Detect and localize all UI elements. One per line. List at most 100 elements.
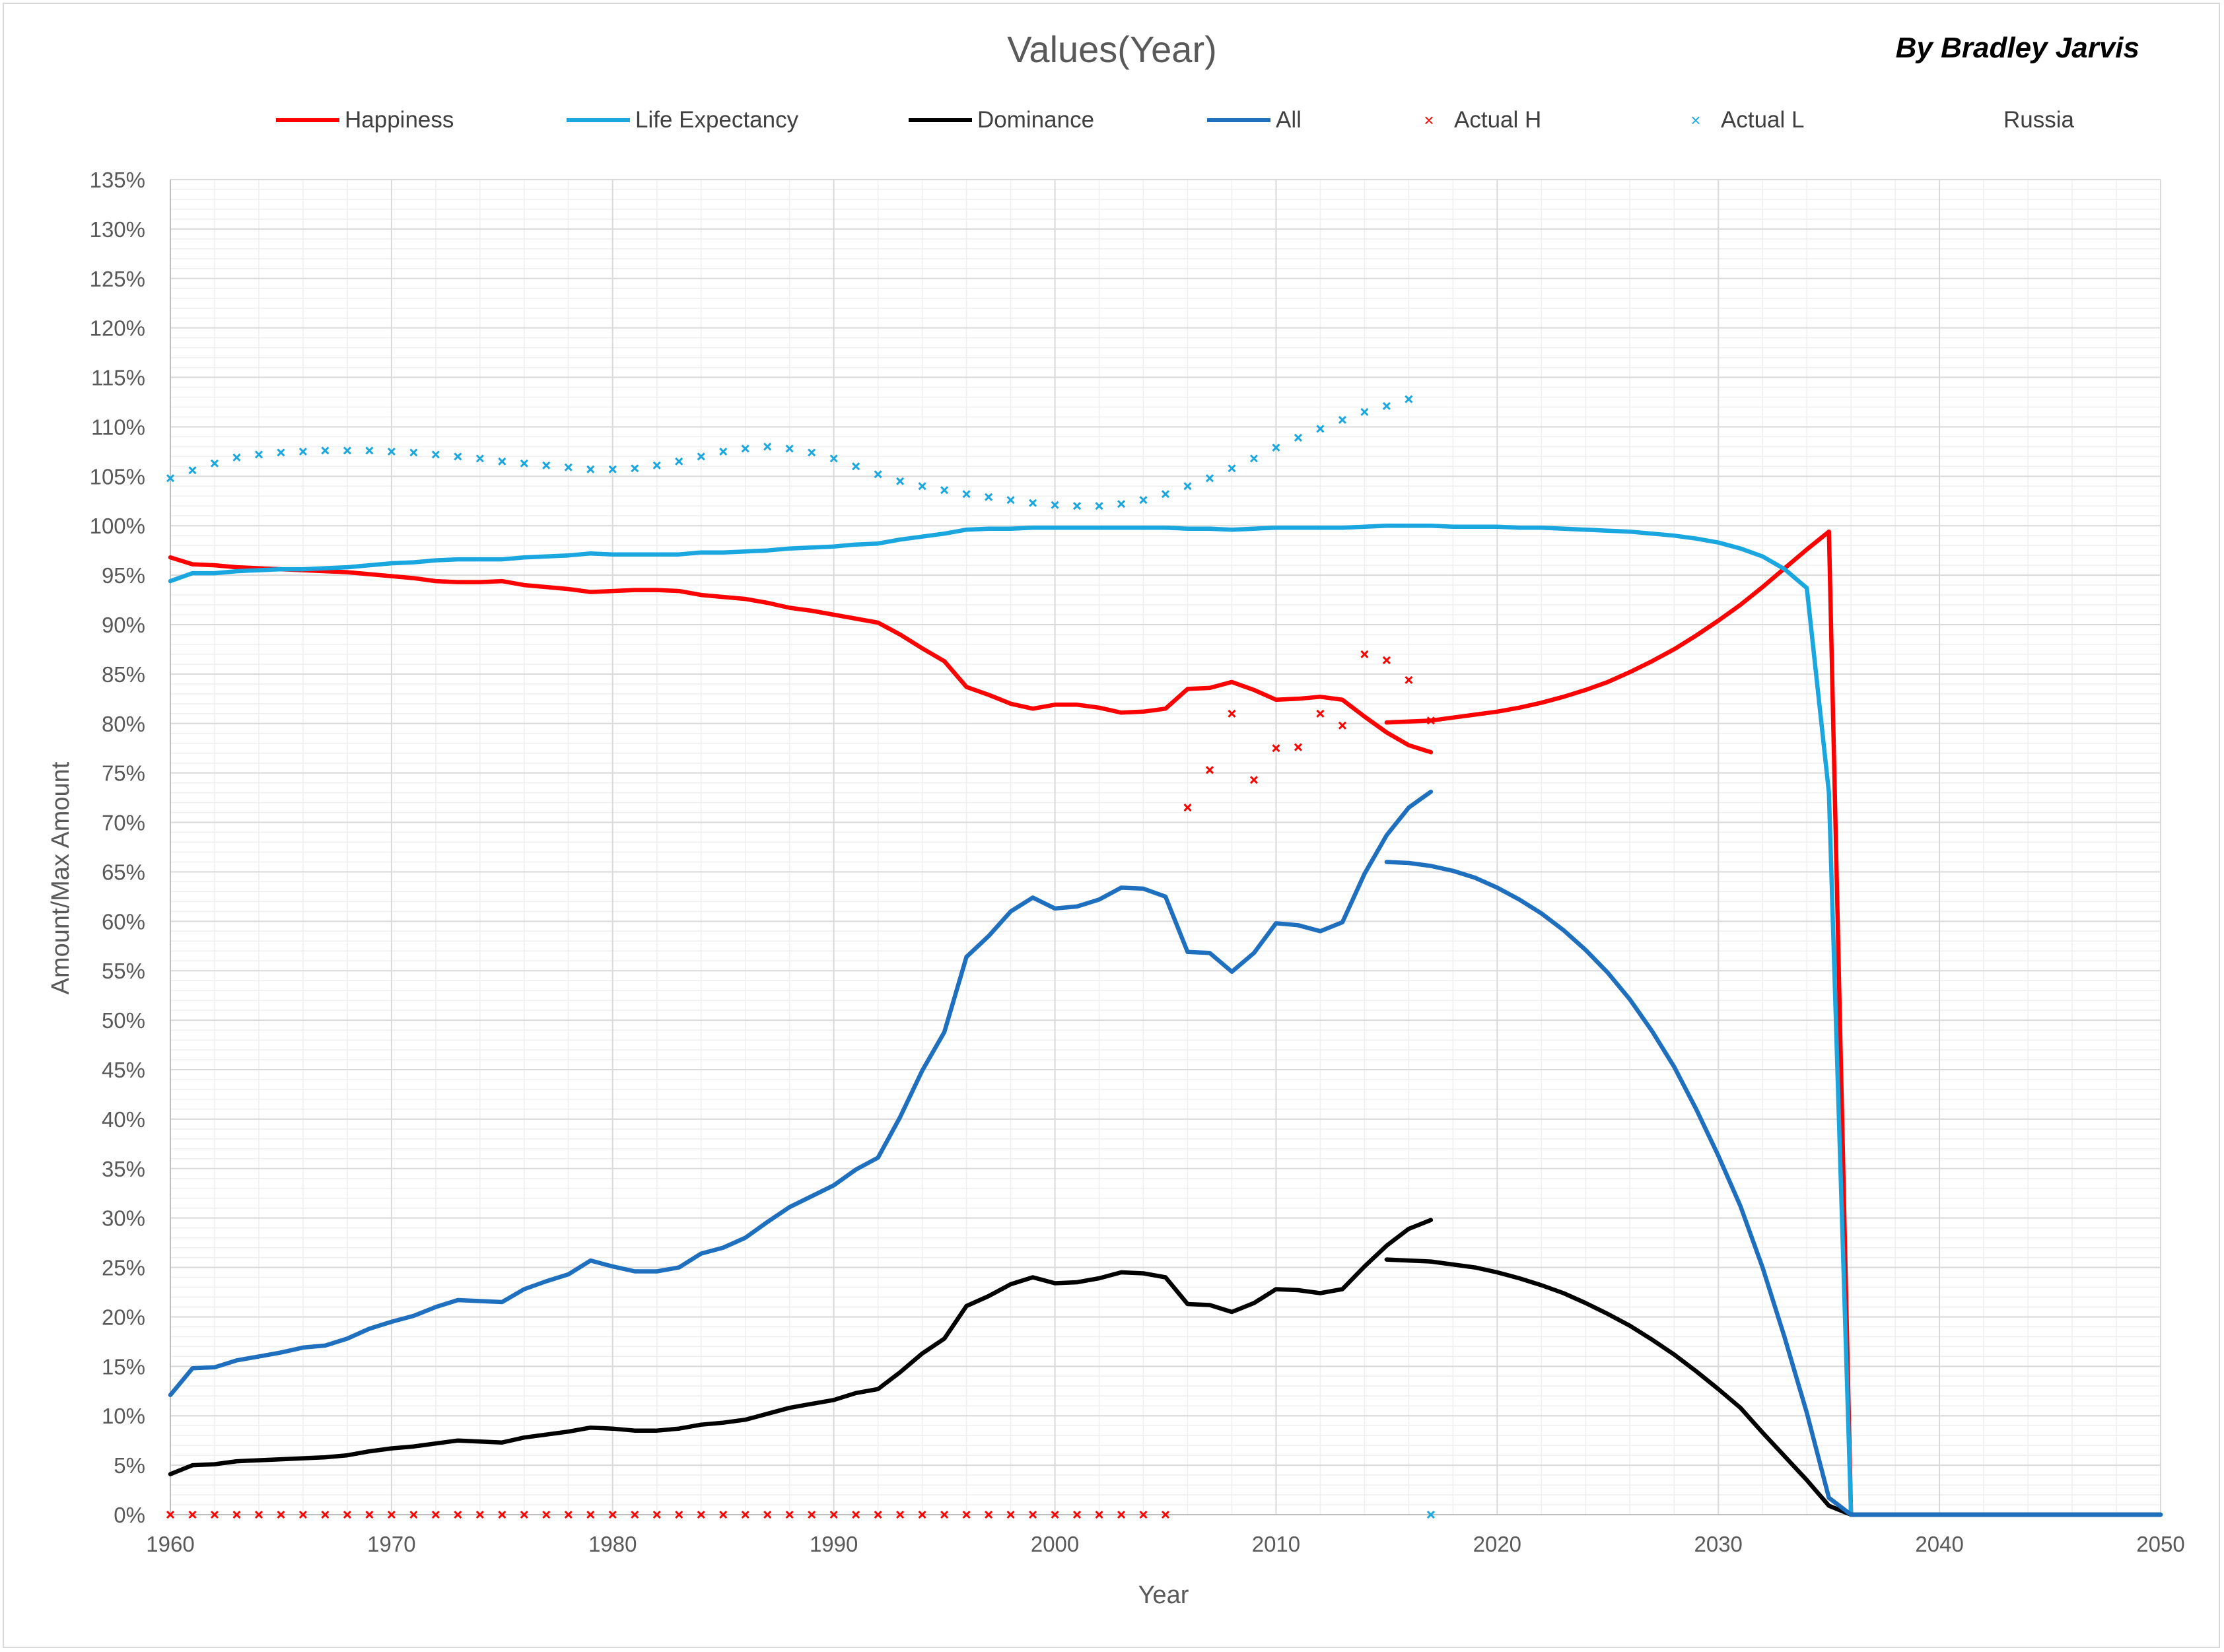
marker-actual-l: [1161, 490, 1170, 499]
marker-actual-h: [454, 1510, 462, 1519]
tick-labels: 0% 5% 10% 15% 20% 25% 30% 35% 40% 45% 50% 55% 60% 65%…: [90, 168, 2185, 1556]
marker-actual-h: [1006, 1510, 1015, 1519]
marker-actual-l: [697, 452, 705, 461]
legend-swatch-happiness: [276, 118, 339, 122]
marker-actual-h: [1272, 744, 1280, 753]
marker-actual-h: [829, 1510, 838, 1519]
marker-actual-h: [1205, 766, 1214, 774]
legend-item-life-expectancy: Life Expectancy: [567, 106, 799, 133]
marker-actual-l: [962, 490, 971, 499]
series-line-happiness: [1384, 529, 1854, 1517]
legend-swatch-dominance: [909, 118, 972, 122]
marker-actual-h: [1294, 743, 1302, 751]
x-axis-title: Year: [1138, 1581, 1189, 1609]
author-label: By Bradley Jarvis: [1895, 32, 2139, 64]
marker-actual-h: [321, 1510, 330, 1519]
marker-actual-h: [1228, 709, 1236, 718]
marker-actual-l: [1272, 443, 1280, 452]
marker-actual-l: [1183, 482, 1192, 491]
series-line-dominance: [1384, 1257, 2163, 1517]
marker-actual-h: [166, 1510, 175, 1519]
y-tick-label: 120%: [90, 316, 145, 341]
y-tick-label: 25%: [102, 1256, 145, 1280]
marker-actual-h: [1072, 1510, 1082, 1519]
x-tick-label: 1990: [810, 1532, 858, 1556]
marker-actual-h: [1139, 1510, 1148, 1519]
marker-actual-l: [829, 454, 838, 463]
marker-actual-h: [365, 1510, 374, 1519]
legend-swatch-life-expectancy: [567, 118, 630, 122]
x-tick-label: 1960: [146, 1532, 194, 1556]
marker-actual-h: [343, 1510, 351, 1519]
marker-actual-h: [564, 1510, 573, 1519]
marker-actual-l: [298, 447, 307, 456]
y-tick-label: 85%: [102, 662, 145, 687]
y-tick-label: 135%: [90, 168, 145, 192]
y-tick-label: 15%: [102, 1354, 145, 1379]
x-tick-label: 2020: [1473, 1532, 1521, 1556]
y-axis-title: Amount/Max Amount: [47, 761, 75, 994]
series-line-dominance: [168, 1218, 1434, 1476]
y-tick-label: 60%: [102, 909, 145, 934]
marker-actual-h: [1117, 1510, 1126, 1519]
chart-title: Values(Year): [1007, 28, 1217, 70]
marker-actual-h: [962, 1510, 971, 1519]
marker-actual-l: [387, 447, 396, 456]
marker-actual-l: [652, 461, 661, 469]
legend-item-all: All: [1207, 106, 1302, 133]
minor-gridlines: [170, 180, 2161, 1515]
marker-actual-h: [785, 1510, 794, 1519]
marker-actual-l: [896, 477, 905, 485]
chart-frame: [3, 3, 2220, 1648]
marker-actual-l: [564, 463, 573, 471]
y-tick-label: 50%: [102, 1008, 145, 1033]
marker-actual-l: [608, 465, 617, 473]
marker-actual-l: [1294, 433, 1302, 442]
marker-actual-h: [498, 1510, 506, 1519]
legend-label-all: All: [1276, 106, 1302, 133]
legend-label-actual-l: Actual L: [1721, 106, 1805, 133]
legend-marker-actual-h: ×: [1424, 110, 1434, 130]
legend-item-happiness: Happiness: [276, 106, 454, 133]
marker-actual-l: [210, 459, 219, 467]
marker-actual-h: [1426, 716, 1435, 725]
marker-actual-l: [631, 464, 639, 473]
marker-actual-l: [1382, 401, 1391, 411]
x-tick-label: 2040: [1915, 1532, 1963, 1556]
legend-label-life-expectancy: Life Expectancy: [635, 106, 799, 133]
y-tick-label: 80%: [102, 712, 145, 736]
marker-actual-l: [1095, 502, 1103, 510]
marker-actual-h: [277, 1510, 285, 1519]
marker-actual-h: [1316, 709, 1325, 718]
marker-actual-l: [1249, 454, 1259, 463]
y-tick-label: 75%: [102, 761, 145, 786]
marker-actual-l: [1051, 500, 1059, 509]
y-tick-label: 35%: [102, 1157, 145, 1181]
marker-actual-l: [1316, 425, 1325, 433]
marker-actual-l: [1360, 407, 1369, 417]
marker-actual-l: [918, 482, 926, 491]
major-gridlines: [170, 179, 2161, 1515]
y-tick-label: 55%: [102, 959, 145, 983]
legend-marker-actual-l: ×: [1690, 110, 1701, 130]
marker-actual-h: [808, 1510, 816, 1519]
legend-item-dominance: Dominance: [909, 106, 1095, 133]
marker-actual-h: [210, 1510, 219, 1519]
x-tick-label: 2000: [1031, 1532, 1079, 1556]
marker-actual-h: [1360, 650, 1369, 658]
marker-actual-l: [741, 444, 749, 453]
marker-actual-l: [1006, 496, 1015, 504]
marker-actual-l: [985, 493, 993, 501]
marker-actual-l: [188, 466, 197, 475]
y-tick-label: 10%: [102, 1404, 145, 1428]
marker-actual-h: [232, 1510, 241, 1519]
y-tick-label: 105%: [90, 464, 145, 489]
marker-actual-l: [277, 448, 285, 457]
x-tick-label: 2050: [2136, 1532, 2184, 1556]
marker-actual-h: [254, 1510, 263, 1519]
legend-label-dominance: Dominance: [977, 106, 1095, 133]
x-tick-label: 1970: [367, 1532, 415, 1556]
series-line-life-expectancy: [168, 523, 2163, 1517]
marker-actual-l: [675, 457, 683, 465]
